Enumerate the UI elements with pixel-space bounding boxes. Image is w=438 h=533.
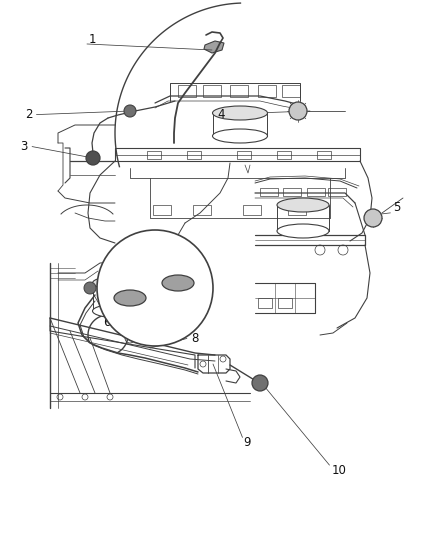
Bar [237,151,251,159]
Bar [260,188,278,196]
Text: 3: 3 [21,140,28,153]
Bar [288,205,306,215]
Text: 10: 10 [332,464,347,477]
Text: 2: 2 [25,108,32,121]
Circle shape [252,375,268,391]
Text: 6: 6 [103,316,111,329]
Bar [187,151,201,159]
Ellipse shape [212,106,268,120]
Ellipse shape [114,290,146,306]
Bar [243,205,261,215]
Bar [258,85,276,97]
Text: 9: 9 [244,436,251,449]
Ellipse shape [277,224,329,238]
Bar [193,205,211,215]
Ellipse shape [162,275,194,291]
Bar [153,205,171,215]
Bar [230,85,248,97]
Text: 4: 4 [217,108,225,121]
Ellipse shape [92,304,148,318]
Text: 1: 1 [88,34,96,46]
Circle shape [124,105,136,117]
Bar [203,85,221,97]
Bar [317,151,331,159]
Text: 8: 8 [191,332,198,345]
Bar [307,188,325,196]
Text: 11: 11 [167,262,183,274]
Bar [282,85,300,97]
Circle shape [86,151,100,165]
Bar [147,151,161,159]
Ellipse shape [92,276,148,290]
Bar [283,188,301,196]
Bar [277,151,291,159]
Bar [178,85,196,97]
Polygon shape [204,41,224,53]
Bar [258,298,272,308]
Circle shape [97,230,213,346]
Circle shape [364,209,382,227]
Circle shape [84,282,96,294]
Ellipse shape [212,129,268,143]
Ellipse shape [277,198,329,212]
Circle shape [289,102,307,120]
Bar [328,188,346,196]
Bar [278,298,292,308]
Text: 5: 5 [393,201,400,214]
